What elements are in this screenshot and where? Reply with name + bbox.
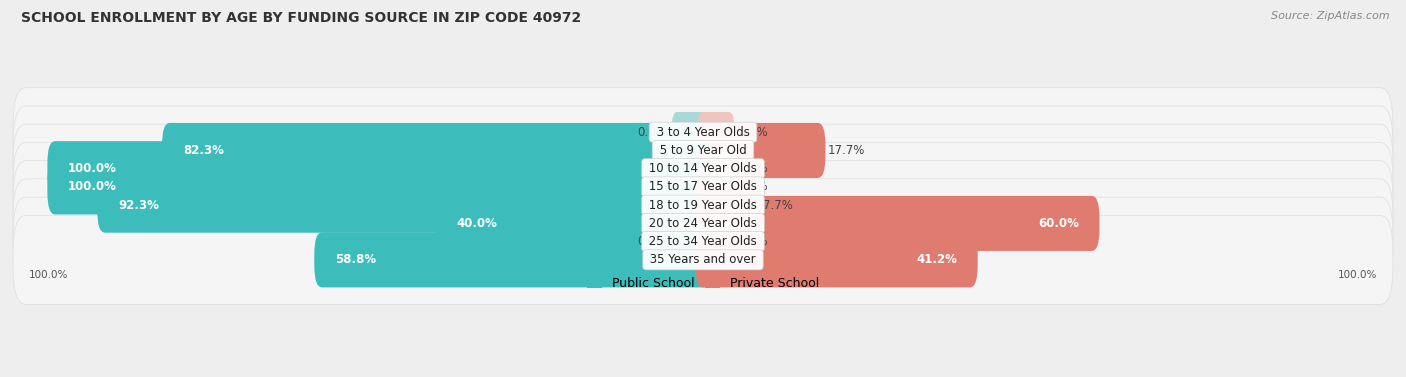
Text: 41.2%: 41.2%	[917, 253, 957, 267]
FancyBboxPatch shape	[695, 123, 825, 178]
Text: 0.0%: 0.0%	[738, 162, 768, 175]
FancyBboxPatch shape	[13, 106, 1393, 195]
FancyBboxPatch shape	[695, 196, 1099, 251]
FancyBboxPatch shape	[13, 197, 1393, 286]
Text: 40.0%: 40.0%	[457, 217, 498, 230]
Text: SCHOOL ENROLLMENT BY AGE BY FUNDING SOURCE IN ZIP CODE 40972: SCHOOL ENROLLMENT BY AGE BY FUNDING SOUR…	[21, 11, 581, 25]
FancyBboxPatch shape	[672, 221, 709, 262]
Text: 0.0%: 0.0%	[738, 126, 768, 139]
Text: 5 to 9 Year Old: 5 to 9 Year Old	[655, 144, 751, 157]
FancyBboxPatch shape	[436, 196, 711, 251]
Text: 82.3%: 82.3%	[183, 144, 224, 157]
Text: 7.7%: 7.7%	[762, 199, 793, 211]
Text: 35 Years and over: 35 Years and over	[647, 253, 759, 267]
FancyBboxPatch shape	[48, 159, 711, 215]
Text: 100.0%: 100.0%	[30, 270, 69, 280]
FancyBboxPatch shape	[97, 178, 711, 233]
FancyBboxPatch shape	[13, 179, 1393, 268]
FancyBboxPatch shape	[13, 124, 1393, 213]
FancyBboxPatch shape	[697, 221, 734, 262]
FancyBboxPatch shape	[695, 232, 977, 287]
FancyBboxPatch shape	[13, 161, 1393, 250]
Text: 18 to 19 Year Olds: 18 to 19 Year Olds	[645, 199, 761, 211]
Text: 3 to 4 Year Olds: 3 to 4 Year Olds	[652, 126, 754, 139]
Text: 58.8%: 58.8%	[335, 253, 377, 267]
FancyBboxPatch shape	[697, 112, 734, 152]
Text: 17.7%: 17.7%	[827, 144, 865, 157]
Text: 0.0%: 0.0%	[738, 181, 768, 193]
Text: 15 to 17 Year Olds: 15 to 17 Year Olds	[645, 181, 761, 193]
FancyBboxPatch shape	[695, 178, 761, 233]
FancyBboxPatch shape	[697, 167, 734, 207]
FancyBboxPatch shape	[697, 149, 734, 189]
FancyBboxPatch shape	[315, 232, 711, 287]
Text: 100.0%: 100.0%	[67, 181, 117, 193]
FancyBboxPatch shape	[13, 143, 1393, 231]
FancyBboxPatch shape	[48, 141, 711, 196]
Text: Source: ZipAtlas.com: Source: ZipAtlas.com	[1271, 11, 1389, 21]
Text: 0.0%: 0.0%	[638, 235, 668, 248]
FancyBboxPatch shape	[13, 215, 1393, 304]
Text: 0.0%: 0.0%	[738, 235, 768, 248]
FancyBboxPatch shape	[13, 88, 1393, 177]
Text: 25 to 34 Year Olds: 25 to 34 Year Olds	[645, 235, 761, 248]
FancyBboxPatch shape	[672, 112, 709, 152]
Text: 0.0%: 0.0%	[638, 126, 668, 139]
Text: 92.3%: 92.3%	[118, 199, 159, 211]
Text: 100.0%: 100.0%	[1337, 270, 1376, 280]
Text: 10 to 14 Year Olds: 10 to 14 Year Olds	[645, 162, 761, 175]
Text: 100.0%: 100.0%	[67, 162, 117, 175]
FancyBboxPatch shape	[162, 123, 711, 178]
Legend: Public School, Private School: Public School, Private School	[582, 272, 824, 295]
Text: 20 to 24 Year Olds: 20 to 24 Year Olds	[645, 217, 761, 230]
Text: 60.0%: 60.0%	[1038, 217, 1078, 230]
